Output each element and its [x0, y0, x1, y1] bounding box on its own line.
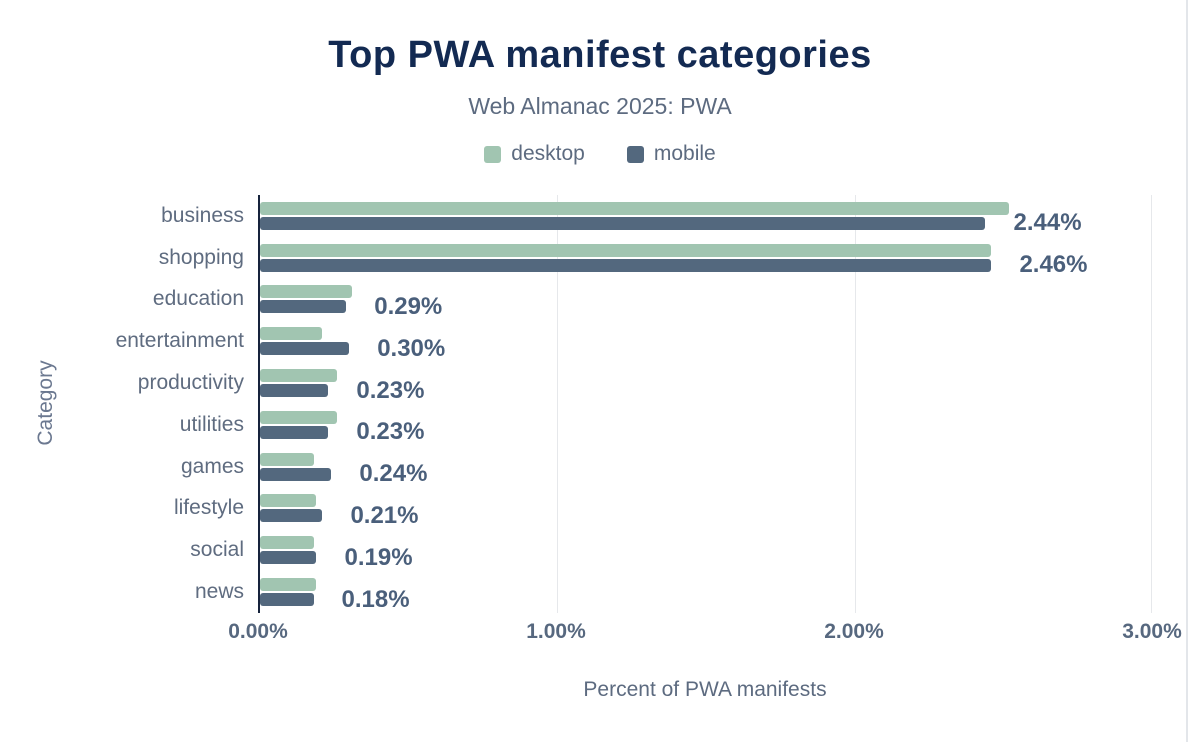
legend: desktop mobile [0, 142, 1200, 166]
bar-mobile-shopping[interactable] [260, 258, 992, 272]
legend-label-mobile: mobile [653, 142, 716, 165]
bar-desktop-games[interactable] [260, 452, 314, 466]
bar-mobile-education[interactable] [260, 300, 347, 314]
bar-group-news: 0.18% [260, 571, 1152, 613]
value-label-games: 0.24% [359, 460, 428, 488]
bar-mobile-productivity[interactable] [260, 384, 329, 398]
x-tick-2: 2.00% [824, 620, 884, 643]
chart-body: business shopping education entertainment pr… [0, 195, 1152, 613]
legend-swatch-desktop [484, 145, 502, 163]
gridline-1pct [557, 195, 559, 613]
bar-group-utilities: 0.23% [260, 404, 1152, 446]
bar-group-entertainment: 0.30% [260, 320, 1152, 362]
bar-mobile-news[interactable] [260, 593, 314, 607]
category-label-business: business [161, 203, 244, 227]
legend-swatch-mobile [626, 145, 644, 163]
bar-mobile-lifestyle[interactable] [260, 509, 323, 523]
x-tick-1: 1.00% [526, 620, 586, 643]
bar-group-games: 0.24% [260, 446, 1152, 488]
x-tick-0: 0.00% [228, 620, 288, 643]
bar-desktop-education[interactable] [260, 285, 353, 299]
category-label-shopping: shopping [158, 245, 244, 269]
value-label-education: 0.29% [374, 292, 443, 320]
category-label-social: social [190, 538, 244, 562]
category-label-news: news [194, 580, 244, 604]
category-label-lifestyle: lifestyle [173, 496, 244, 520]
value-label-entertainment: 0.30% [377, 334, 446, 362]
bar-desktop-lifestyle[interactable] [260, 494, 317, 508]
plot-area: 2.44% 2.46% 0.29% 0.30% 0.23% 0.23% 0.24% 0.21%… [258, 195, 1152, 613]
bar-desktop-entertainment[interactable] [260, 327, 323, 341]
chart-subtitle: Web Almanac 2025: PWA [468, 93, 732, 119]
value-label-social: 0.19% [344, 543, 413, 571]
value-label-shopping: 2.46% [1019, 251, 1088, 279]
bar-mobile-entertainment[interactable] [260, 342, 350, 356]
value-label-business: 2.44% [1013, 209, 1082, 237]
bar-mobile-games[interactable] [260, 467, 332, 481]
bar-group-social: 0.19% [260, 529, 1152, 571]
legend-item-desktop[interactable]: desktop [484, 142, 585, 166]
legend-item-mobile[interactable]: mobile [626, 142, 716, 166]
bar-mobile-social[interactable] [260, 551, 317, 565]
bar-desktop-news[interactable] [260, 578, 317, 592]
category-label-games: games [180, 454, 244, 478]
category-label-utilities: utilities [179, 412, 244, 436]
gridline-2pct [854, 195, 856, 613]
value-label-lifestyle: 0.21% [350, 501, 419, 529]
x-tick-3: 3.00% [1122, 620, 1182, 643]
bar-group-productivity: 0.23% [260, 362, 1152, 404]
frame-right-border [1186, 0, 1188, 742]
x-axis-title: Percent of PWA manifests [583, 678, 827, 701]
legend-label-desktop: desktop [511, 142, 585, 165]
x-axis: 0.00% 1.00% 2.00% 3.00% [228, 620, 1182, 650]
bar-desktop-utilities[interactable] [260, 410, 338, 424]
y-axis-labels: business shopping education entertainment pr… [0, 195, 258, 613]
bar-desktop-social[interactable] [260, 536, 314, 550]
bar-group-lifestyle: 0.21% [260, 488, 1152, 530]
bar-group-education: 0.29% [260, 279, 1152, 321]
bar-desktop-productivity[interactable] [260, 369, 338, 383]
bar-desktop-shopping[interactable] [260, 243, 992, 257]
bar-mobile-utilities[interactable] [260, 425, 329, 439]
gridline-3pct [1151, 195, 1152, 613]
value-label-productivity: 0.23% [356, 376, 425, 404]
bar-desktop-business[interactable] [260, 201, 1010, 215]
bar-group-business: 2.44% [260, 195, 1152, 237]
category-label-productivity: productivity [137, 371, 244, 395]
bar-group-shopping: 2.46% [260, 237, 1152, 279]
value-label-news: 0.18% [341, 585, 410, 613]
category-label-entertainment: entertainment [115, 329, 244, 353]
bar-mobile-business[interactable] [260, 216, 986, 230]
value-label-utilities: 0.23% [356, 418, 425, 446]
category-label-education: education [152, 287, 244, 311]
chart-title: Top PWA manifest categories [328, 34, 872, 76]
